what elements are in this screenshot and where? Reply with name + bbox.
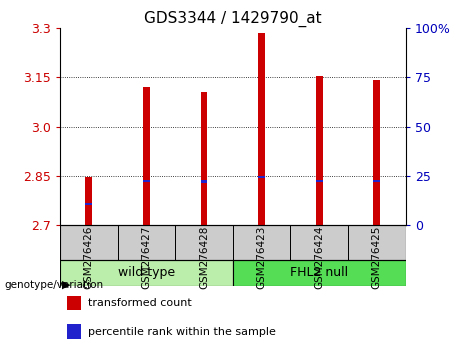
- Bar: [67, 324, 81, 339]
- Text: GSM276426: GSM276426: [84, 226, 94, 289]
- Bar: [175, 225, 233, 260]
- Text: GSM276428: GSM276428: [199, 226, 209, 289]
- Bar: [60, 260, 233, 286]
- Bar: [60, 225, 406, 260]
- Bar: [316, 76, 323, 225]
- Bar: [258, 176, 265, 178]
- Bar: [373, 180, 380, 182]
- Bar: [143, 180, 150, 182]
- Bar: [85, 177, 92, 225]
- Bar: [233, 260, 406, 286]
- Text: GSM276425: GSM276425: [372, 226, 382, 289]
- Bar: [373, 80, 380, 225]
- Bar: [143, 87, 150, 225]
- Bar: [201, 92, 207, 225]
- Text: GSM276427: GSM276427: [142, 226, 151, 289]
- Text: percentile rank within the sample: percentile rank within the sample: [88, 327, 276, 337]
- Text: GSM276424: GSM276424: [314, 226, 324, 289]
- Bar: [290, 225, 348, 260]
- Bar: [258, 33, 265, 225]
- Text: FHL2 null: FHL2 null: [290, 267, 349, 280]
- Bar: [67, 296, 81, 310]
- Bar: [118, 225, 175, 260]
- Title: GDS3344 / 1429790_at: GDS3344 / 1429790_at: [144, 11, 322, 27]
- Text: ▶: ▶: [62, 280, 71, 290]
- Bar: [201, 181, 207, 183]
- Bar: [316, 180, 323, 182]
- Bar: [60, 225, 118, 260]
- Text: GSM276423: GSM276423: [257, 226, 266, 289]
- Bar: [233, 225, 290, 260]
- Text: wild type: wild type: [118, 267, 175, 280]
- Text: transformed count: transformed count: [88, 298, 191, 308]
- Bar: [85, 203, 92, 205]
- Bar: [348, 225, 406, 260]
- Text: genotype/variation: genotype/variation: [5, 280, 104, 290]
